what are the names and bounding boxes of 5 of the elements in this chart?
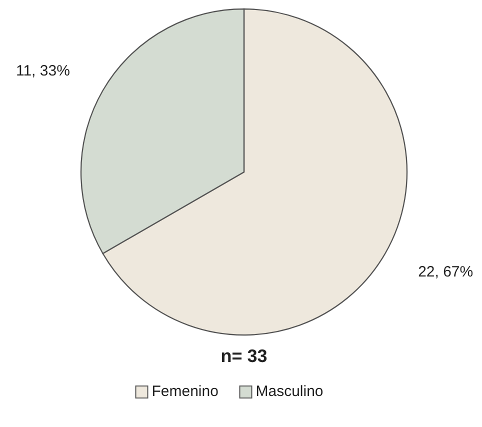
data-label: 11, 33% <box>16 62 70 80</box>
data-label: 22, 67% <box>418 263 474 280</box>
legend-label: Masculino <box>256 382 324 400</box>
legend-label: Femenino <box>152 382 218 400</box>
text: n= 33 <box>220 346 268 366</box>
